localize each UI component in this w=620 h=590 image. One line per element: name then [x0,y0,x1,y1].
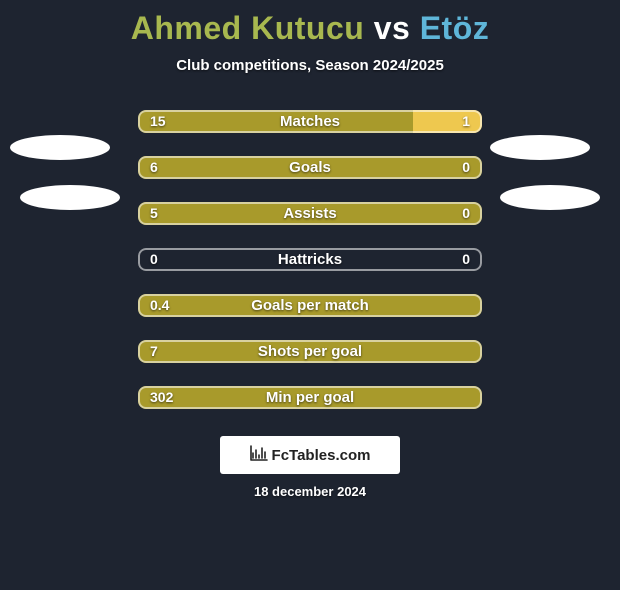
stat-bar-left [138,202,482,225]
stat-bar-track [138,248,482,271]
title-player-left: Ahmed Kutucu [131,10,365,46]
stat-bar-track [138,294,482,317]
stat-bar-track [138,156,482,179]
stat-bar-track [138,202,482,225]
stat-row: Goals per match0.4 [0,286,620,332]
page-title: Ahmed Kutucu vs Etöz [0,10,620,47]
stat-bar-left [138,340,482,363]
title-player-right: Etöz [420,10,490,46]
stat-bar-track [138,340,482,363]
title-vs: vs [364,10,419,46]
source-logo[interactable]: FcTables.com [220,436,400,474]
avatar-left-2 [20,185,120,210]
stat-row: Hattricks00 [0,240,620,286]
avatar-left-1 [10,135,110,160]
stat-bar-left [138,294,482,317]
stat-bar-track [138,110,482,133]
stat-bar-track [138,386,482,409]
stat-bar-left [138,386,482,409]
stat-bar-left [138,110,413,133]
logo-text: FcTables.com [272,447,371,464]
stat-bar-left [138,156,482,179]
date-text: 18 december 2024 [0,484,620,499]
stat-bar-right [413,110,482,133]
chart-icon [250,445,268,466]
stat-row: Shots per goal7 [0,332,620,378]
avatar-right-2 [500,185,600,210]
subtitle: Club competitions, Season 2024/2025 [0,57,620,74]
stat-row: Min per goal302 [0,378,620,424]
stat-bar-outline [138,248,482,271]
avatar-right-1 [490,135,590,160]
